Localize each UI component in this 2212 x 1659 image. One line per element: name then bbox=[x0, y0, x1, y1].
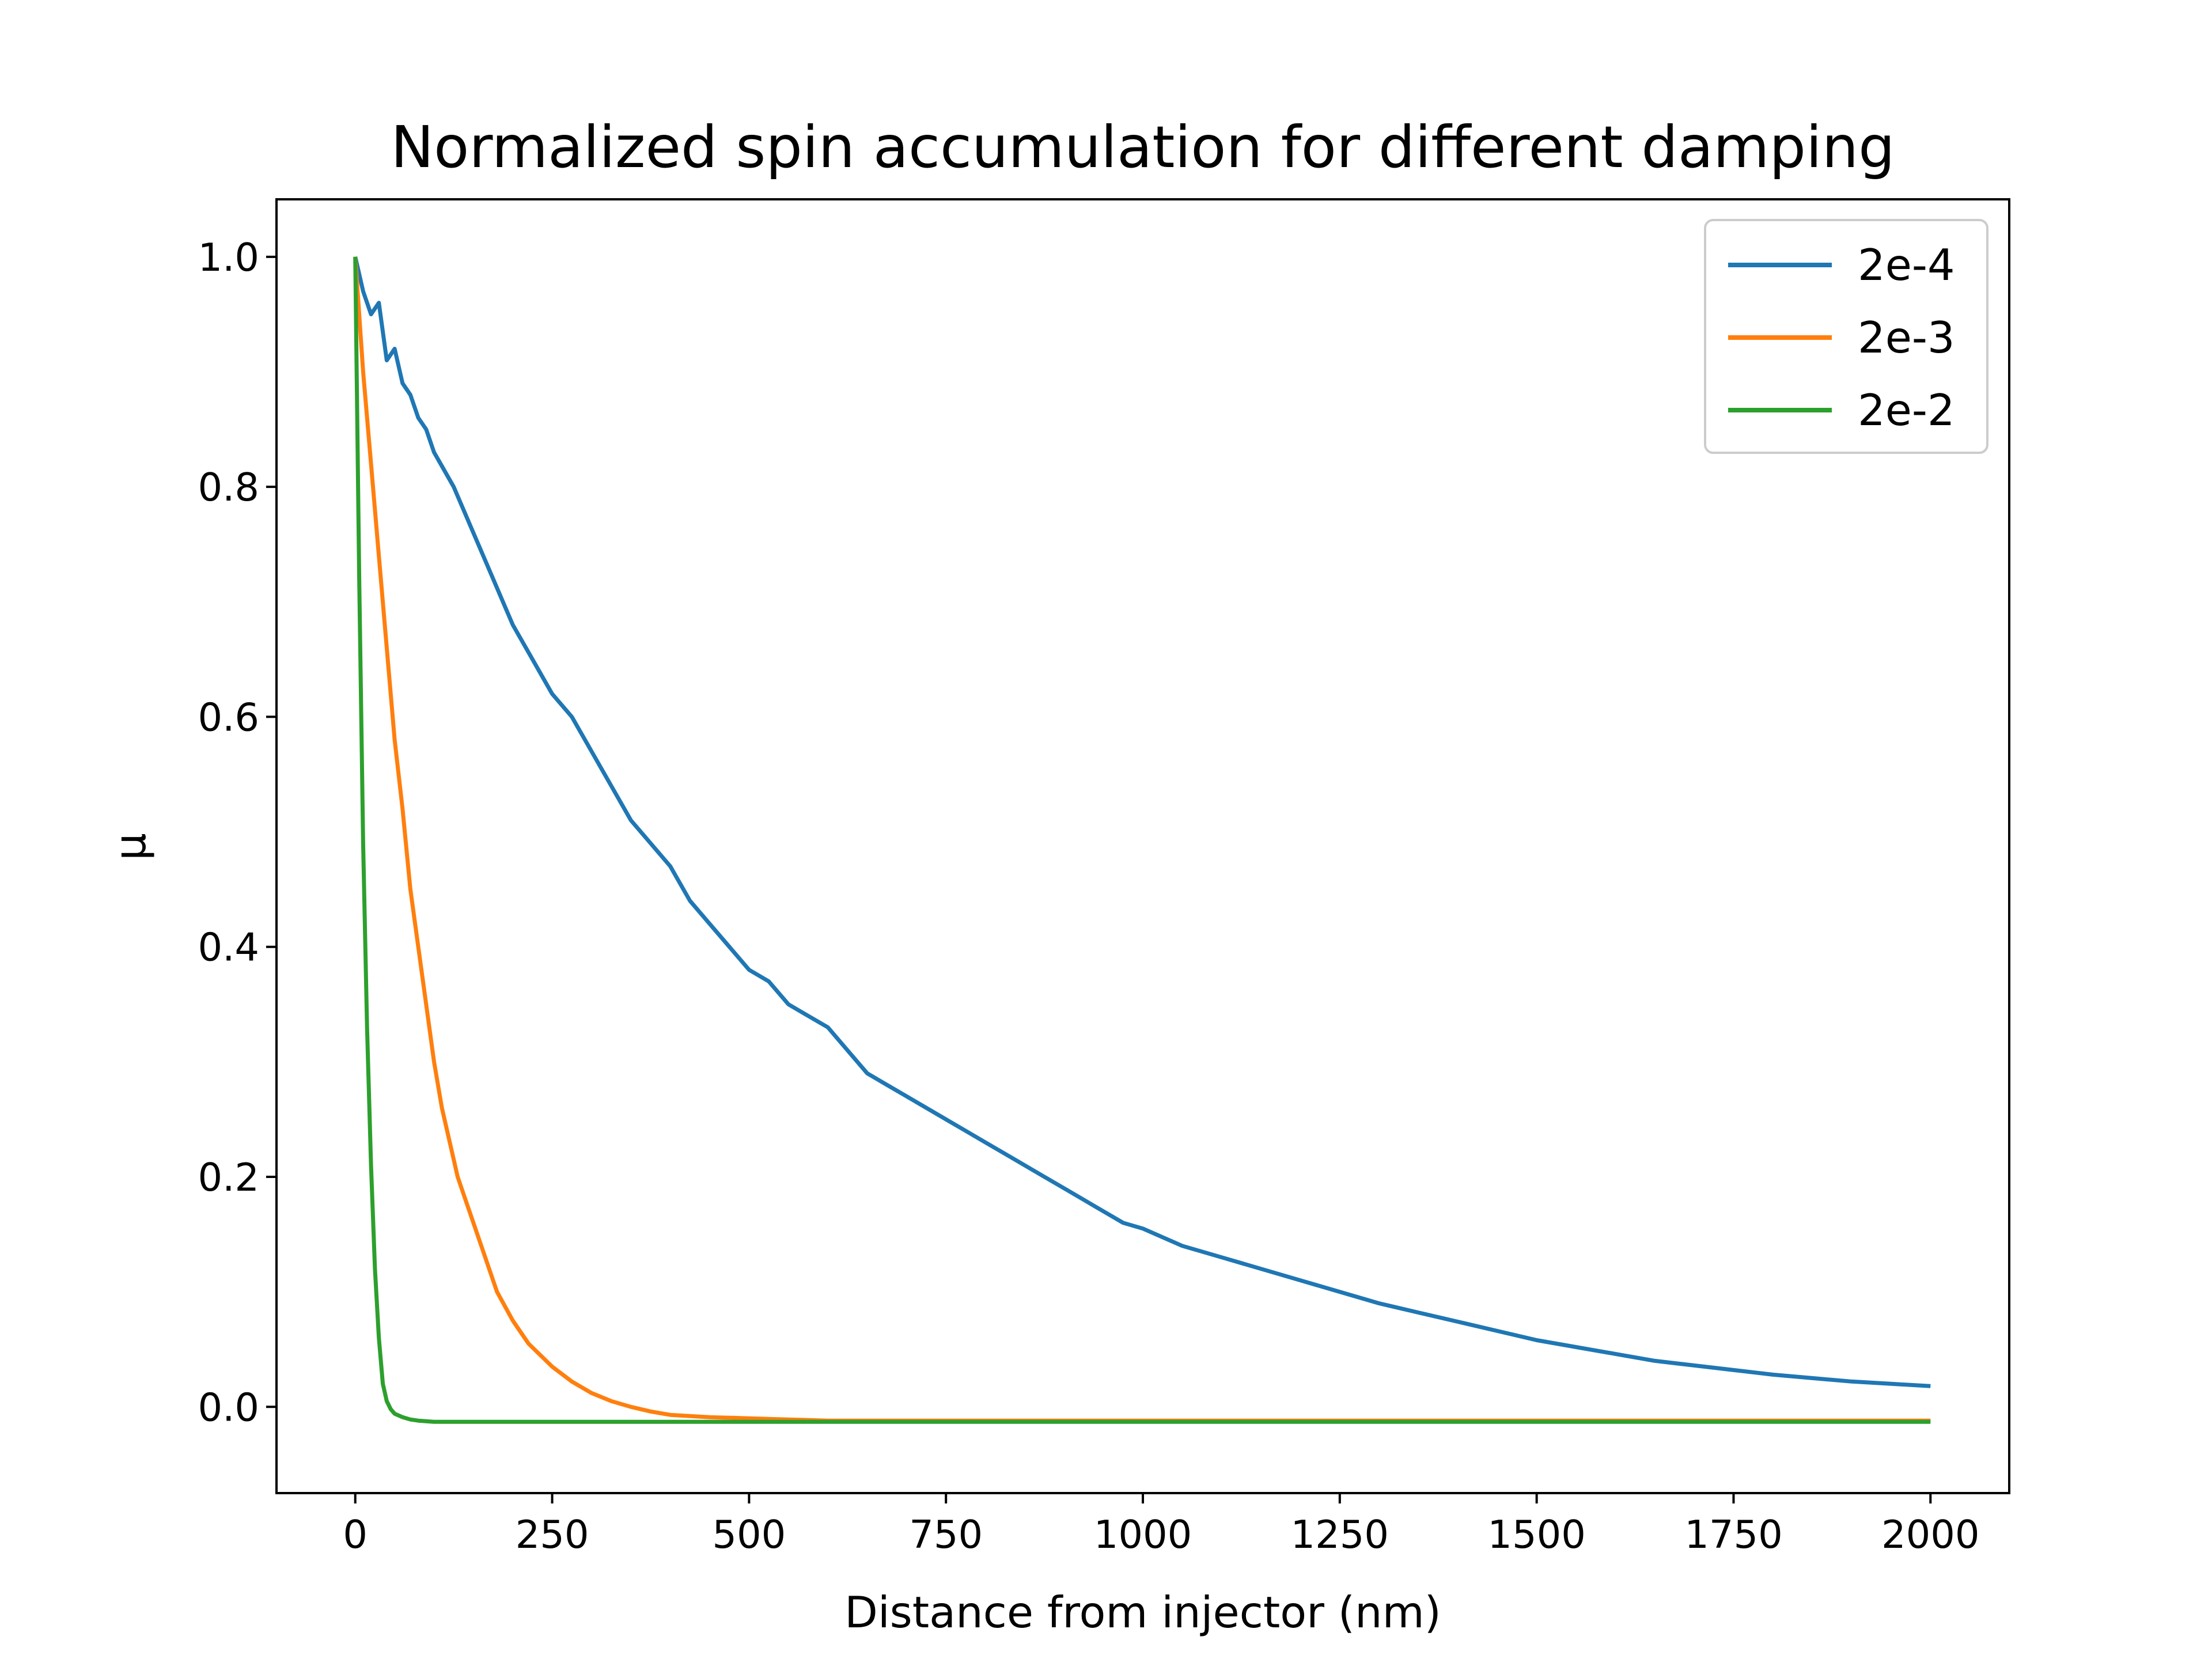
y-tick-label: 0.2 bbox=[198, 1155, 259, 1200]
x-tick-label: 2000 bbox=[1881, 1512, 1980, 1557]
chart-title: Normalized spin accumulation for differe… bbox=[391, 113, 1895, 181]
x-tick-label: 1000 bbox=[1094, 1512, 1192, 1557]
legend-label: 2e-2 bbox=[1858, 385, 1955, 435]
x-tick-label: 1250 bbox=[1291, 1512, 1389, 1557]
y-axis: 0.0 0.2 0.4 0.6 0.8 1.0 bbox=[198, 235, 276, 1430]
series-line-2e-4 bbox=[353, 256, 1931, 1388]
legend-box bbox=[1704, 219, 1988, 454]
x-tick-label: 0 bbox=[343, 1512, 368, 1557]
x-tick-label: 1750 bbox=[1684, 1512, 1783, 1557]
legend-label: 2e-4 bbox=[1858, 240, 1955, 290]
y-tick-label: 0.4 bbox=[198, 925, 259, 970]
y-tick-label: 1.0 bbox=[198, 235, 259, 280]
x-tick-label: 250 bbox=[516, 1512, 589, 1557]
legend-label: 2e-3 bbox=[1858, 312, 1955, 363]
x-tick-label: 500 bbox=[712, 1512, 786, 1557]
x-axis: 0 250 500 750 1000 1250 1500 1750 2000 bbox=[343, 1493, 1980, 1557]
series-layer bbox=[353, 256, 1931, 1424]
x-axis-label: Distance from injector (nm) bbox=[844, 1587, 1441, 1638]
x-tick-label: 750 bbox=[909, 1512, 983, 1557]
series-line-2e-2 bbox=[353, 256, 1931, 1424]
x-tick-label: 1500 bbox=[1487, 1512, 1586, 1557]
y-axis-label: μ bbox=[105, 833, 156, 861]
y-tick-label: 0.6 bbox=[198, 695, 259, 740]
y-tick-label: 0.0 bbox=[198, 1385, 259, 1430]
y-tick-label: 0.8 bbox=[198, 465, 259, 510]
legend: 2e-4 2e-3 2e-2 bbox=[1704, 219, 1988, 454]
